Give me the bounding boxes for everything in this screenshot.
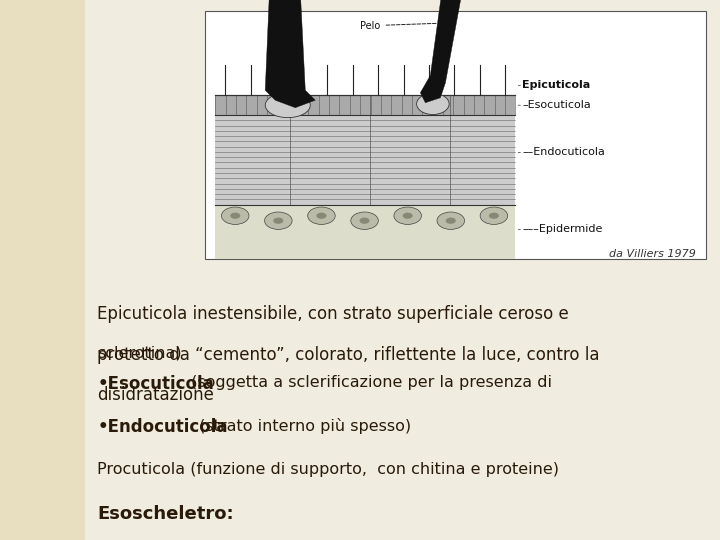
Ellipse shape bbox=[359, 218, 369, 224]
Ellipse shape bbox=[351, 212, 378, 230]
Text: disidratazione: disidratazione bbox=[97, 386, 214, 404]
Ellipse shape bbox=[437, 212, 464, 230]
Ellipse shape bbox=[417, 93, 449, 114]
Ellipse shape bbox=[317, 213, 326, 219]
Text: Epicuticola inestensibile, con strato superficiale ceroso e: Epicuticola inestensibile, con strato su… bbox=[97, 305, 569, 323]
Ellipse shape bbox=[307, 207, 336, 225]
Ellipse shape bbox=[446, 218, 456, 224]
Text: •Endocuticola: •Endocuticola bbox=[97, 418, 228, 436]
Text: Esoscheletro:: Esoscheletro: bbox=[97, 505, 234, 523]
Polygon shape bbox=[265, 0, 315, 107]
Ellipse shape bbox=[222, 207, 249, 225]
Text: (strato interno più spesso): (strato interno più spesso) bbox=[194, 418, 411, 435]
Text: ––Endocuticola: ––Endocuticola bbox=[523, 147, 606, 157]
Text: Epicuticola: Epicuticola bbox=[523, 80, 590, 90]
Text: da Villiers 1979: da Villiers 1979 bbox=[608, 249, 696, 259]
Bar bbox=[205, 11, 706, 259]
Text: protetto da “cemento”, colorato, riflettente la luce, contro la: protetto da “cemento”, colorato, riflett… bbox=[97, 346, 600, 363]
Ellipse shape bbox=[264, 212, 292, 230]
Ellipse shape bbox=[265, 93, 310, 118]
Bar bbox=[215, 205, 516, 259]
Bar bbox=[215, 95, 516, 115]
Text: Pelo: Pelo bbox=[360, 21, 438, 31]
Ellipse shape bbox=[274, 218, 284, 224]
Ellipse shape bbox=[402, 213, 413, 219]
Ellipse shape bbox=[489, 213, 499, 219]
Text: –Esocuticola: –Esocuticola bbox=[523, 100, 591, 110]
Text: Procuticola (funzione di supporto,  con chitina e proteine): Procuticola (funzione di supporto, con c… bbox=[97, 462, 559, 477]
Text: •Esocuticola: •Esocuticola bbox=[97, 375, 214, 393]
Text: (soggetta a sclerificazione per la presenza di: (soggetta a sclerificazione per la prese… bbox=[186, 375, 552, 390]
Ellipse shape bbox=[480, 207, 508, 225]
Ellipse shape bbox=[230, 213, 240, 219]
Text: sclerotina): sclerotina) bbox=[97, 346, 182, 361]
Text: –––Epidermide: –––Epidermide bbox=[523, 225, 603, 234]
Polygon shape bbox=[420, 0, 465, 103]
Bar bbox=[0, 0, 85, 540]
Bar bbox=[215, 115, 516, 205]
Ellipse shape bbox=[394, 207, 421, 225]
